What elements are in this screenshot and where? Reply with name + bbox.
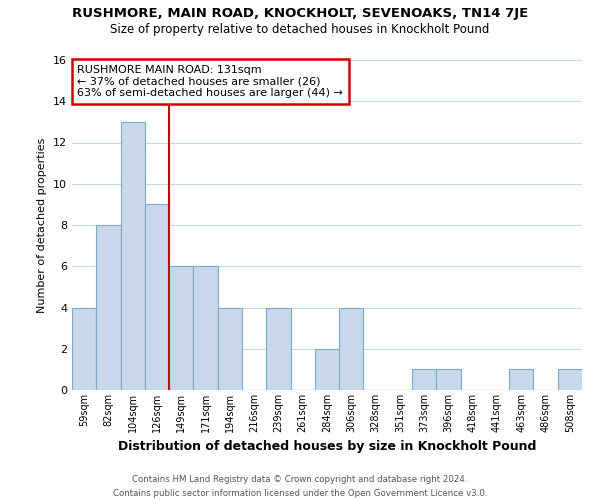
Bar bbox=[509, 370, 533, 390]
Bar bbox=[218, 308, 242, 390]
Bar bbox=[412, 370, 436, 390]
Bar bbox=[121, 122, 145, 390]
Bar bbox=[72, 308, 96, 390]
Bar bbox=[193, 266, 218, 390]
X-axis label: Distribution of detached houses by size in Knockholt Pound: Distribution of detached houses by size … bbox=[118, 440, 536, 454]
Bar bbox=[315, 349, 339, 390]
Bar bbox=[96, 225, 121, 390]
Bar bbox=[145, 204, 169, 390]
Text: RUSHMORE MAIN ROAD: 131sqm
← 37% of detached houses are smaller (26)
63% of semi: RUSHMORE MAIN ROAD: 131sqm ← 37% of deta… bbox=[77, 65, 343, 98]
Text: RUSHMORE, MAIN ROAD, KNOCKHOLT, SEVENOAKS, TN14 7JE: RUSHMORE, MAIN ROAD, KNOCKHOLT, SEVENOAK… bbox=[72, 8, 528, 20]
Bar bbox=[558, 370, 582, 390]
Text: Contains HM Land Registry data © Crown copyright and database right 2024.
Contai: Contains HM Land Registry data © Crown c… bbox=[113, 476, 487, 498]
Text: Size of property relative to detached houses in Knockholt Pound: Size of property relative to detached ho… bbox=[110, 22, 490, 36]
Bar bbox=[169, 266, 193, 390]
Bar bbox=[339, 308, 364, 390]
Bar bbox=[436, 370, 461, 390]
Bar bbox=[266, 308, 290, 390]
Y-axis label: Number of detached properties: Number of detached properties bbox=[37, 138, 47, 312]
